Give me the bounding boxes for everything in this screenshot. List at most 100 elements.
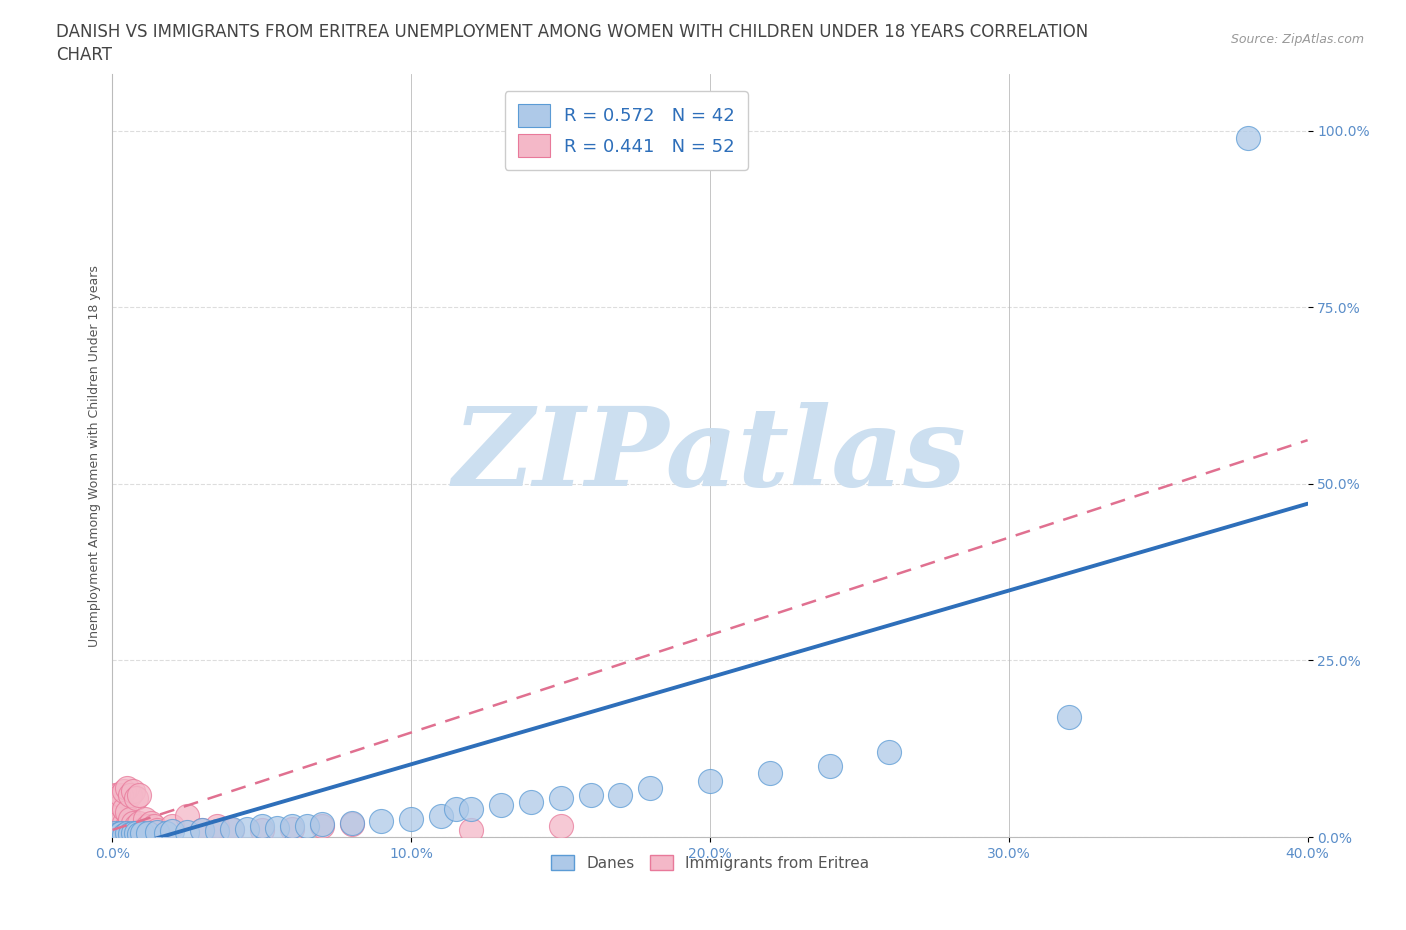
Point bbox=[236, 821, 259, 836]
Point bbox=[104, 808, 127, 823]
Point bbox=[340, 817, 363, 831]
Point bbox=[191, 822, 214, 837]
Point bbox=[311, 819, 333, 834]
Point bbox=[128, 787, 150, 802]
Point bbox=[879, 745, 901, 760]
Point bbox=[1057, 710, 1080, 724]
Point bbox=[104, 794, 127, 809]
Point bbox=[110, 787, 132, 802]
Point bbox=[191, 822, 214, 837]
Point bbox=[401, 812, 423, 827]
Point bbox=[176, 825, 198, 840]
Point bbox=[107, 816, 129, 830]
Point bbox=[138, 819, 160, 834]
Point bbox=[104, 822, 127, 837]
Point bbox=[104, 826, 127, 841]
Point bbox=[104, 787, 127, 802]
Point bbox=[281, 821, 304, 836]
Point bbox=[699, 773, 721, 788]
Point bbox=[205, 823, 228, 838]
Point bbox=[120, 827, 142, 842]
Point bbox=[221, 822, 243, 837]
Point bbox=[104, 817, 127, 831]
Point bbox=[205, 819, 228, 834]
Point bbox=[110, 816, 132, 830]
Point bbox=[146, 825, 169, 840]
Point bbox=[114, 802, 135, 817]
Point bbox=[125, 819, 148, 834]
Point bbox=[818, 759, 841, 774]
Point bbox=[250, 819, 273, 834]
Point bbox=[162, 819, 183, 834]
Point bbox=[250, 822, 273, 837]
Point bbox=[122, 825, 145, 840]
Point bbox=[370, 814, 392, 829]
Point bbox=[104, 812, 127, 827]
Point bbox=[110, 798, 132, 813]
Point bbox=[176, 808, 198, 823]
Point bbox=[125, 826, 148, 841]
Point bbox=[117, 804, 139, 819]
Point bbox=[128, 816, 150, 830]
Point bbox=[295, 819, 318, 834]
Point bbox=[125, 790, 148, 805]
Point bbox=[114, 816, 135, 830]
Point bbox=[120, 812, 142, 827]
Text: ZIPatlas: ZIPatlas bbox=[453, 402, 967, 510]
Point bbox=[120, 787, 142, 802]
Point bbox=[579, 787, 602, 802]
Point bbox=[430, 808, 453, 823]
Point bbox=[1237, 130, 1260, 145]
Point bbox=[460, 802, 482, 817]
Point bbox=[340, 816, 363, 830]
Point bbox=[128, 827, 150, 842]
Point bbox=[107, 827, 129, 842]
Point bbox=[122, 816, 145, 830]
Point bbox=[110, 826, 132, 841]
Point bbox=[134, 812, 156, 827]
Text: Source: ZipAtlas.com: Source: ZipAtlas.com bbox=[1230, 33, 1364, 46]
Point bbox=[114, 784, 135, 799]
Point bbox=[141, 816, 163, 830]
Point bbox=[107, 812, 129, 827]
Point bbox=[550, 819, 572, 834]
Point bbox=[759, 766, 782, 781]
Point bbox=[609, 787, 631, 802]
Point bbox=[266, 820, 288, 835]
Point bbox=[311, 817, 333, 831]
Point bbox=[550, 790, 572, 805]
Point bbox=[162, 824, 183, 839]
Point bbox=[114, 828, 135, 843]
Point bbox=[281, 819, 304, 834]
Point bbox=[107, 787, 129, 802]
Point bbox=[110, 808, 132, 823]
Point bbox=[131, 826, 153, 841]
Point bbox=[117, 826, 139, 841]
Text: DANISH VS IMMIGRANTS FROM ERITREA UNEMPLOYMENT AMONG WOMEN WITH CHILDREN UNDER 1: DANISH VS IMMIGRANTS FROM ERITREA UNEMPL… bbox=[56, 23, 1088, 41]
Point bbox=[460, 822, 482, 837]
Point bbox=[155, 825, 177, 840]
Point bbox=[117, 819, 139, 834]
Point bbox=[107, 798, 129, 813]
Point bbox=[117, 780, 139, 795]
Point bbox=[444, 802, 467, 817]
Point bbox=[122, 784, 145, 799]
Point bbox=[131, 822, 153, 837]
Point bbox=[221, 821, 243, 836]
Point bbox=[107, 819, 129, 834]
Point bbox=[107, 804, 129, 819]
Point bbox=[104, 821, 127, 836]
Text: CHART: CHART bbox=[56, 46, 112, 64]
Point bbox=[104, 804, 127, 819]
Point bbox=[104, 816, 127, 830]
Legend: Danes, Immigrants from Eritrea: Danes, Immigrants from Eritrea bbox=[538, 843, 882, 883]
Point bbox=[520, 794, 543, 809]
Point bbox=[489, 798, 512, 813]
Point bbox=[104, 819, 127, 834]
Point bbox=[146, 822, 169, 837]
Point bbox=[640, 780, 662, 795]
Point bbox=[138, 825, 160, 840]
Y-axis label: Unemployment Among Women with Children Under 18 years: Unemployment Among Women with Children U… bbox=[89, 265, 101, 646]
Point bbox=[143, 819, 166, 834]
Point bbox=[104, 802, 127, 817]
